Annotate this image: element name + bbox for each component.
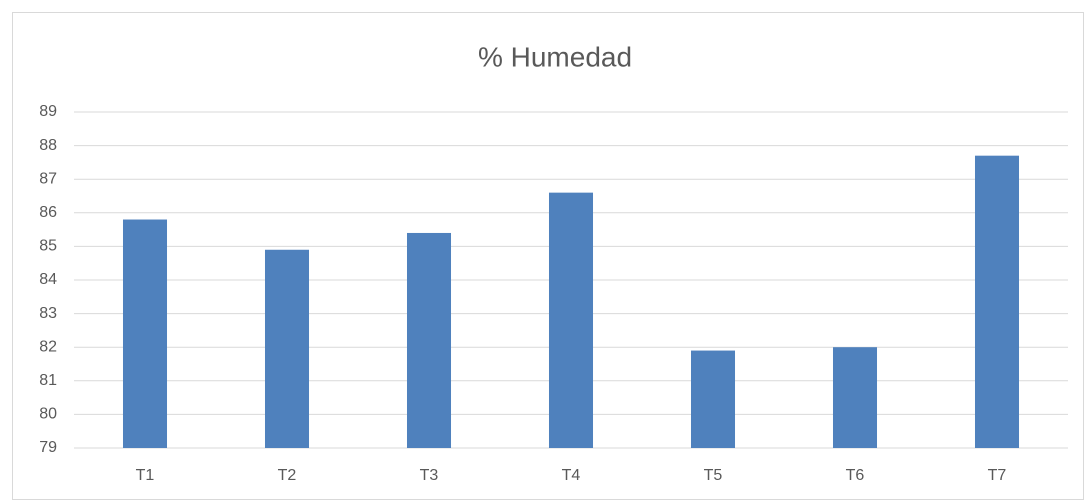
bar bbox=[264, 249, 310, 448]
y-tick-label: 87 bbox=[39, 170, 57, 187]
bar bbox=[548, 192, 594, 448]
y-tick-label: 89 bbox=[39, 103, 57, 120]
y-tick-label: 84 bbox=[39, 271, 57, 288]
x-tick-label: T1 bbox=[136, 467, 155, 484]
x-tick-label: T5 bbox=[704, 467, 723, 484]
x-tick-label: T6 bbox=[846, 467, 865, 484]
y-tick-label: 79 bbox=[39, 439, 57, 456]
x-tick-label: T3 bbox=[420, 467, 439, 484]
y-tick-label: 83 bbox=[39, 305, 57, 322]
y-tick-label: 88 bbox=[39, 137, 57, 154]
y-tick-label: 80 bbox=[39, 406, 57, 423]
bar bbox=[406, 232, 452, 448]
x-tick-label: T7 bbox=[988, 467, 1007, 484]
x-tick-label: T4 bbox=[562, 467, 581, 484]
bar bbox=[974, 155, 1020, 448]
y-tick-label: 86 bbox=[39, 204, 57, 221]
bar bbox=[122, 219, 168, 448]
y-tick-label: 85 bbox=[39, 238, 57, 255]
y-tick-label: 82 bbox=[39, 338, 57, 355]
x-tick-label: T2 bbox=[278, 467, 297, 484]
chart-title: % Humedad bbox=[478, 41, 632, 72]
y-tick-label: 81 bbox=[39, 372, 57, 389]
bar bbox=[832, 347, 878, 448]
chart-frame bbox=[12, 12, 1084, 500]
bar bbox=[690, 350, 736, 448]
